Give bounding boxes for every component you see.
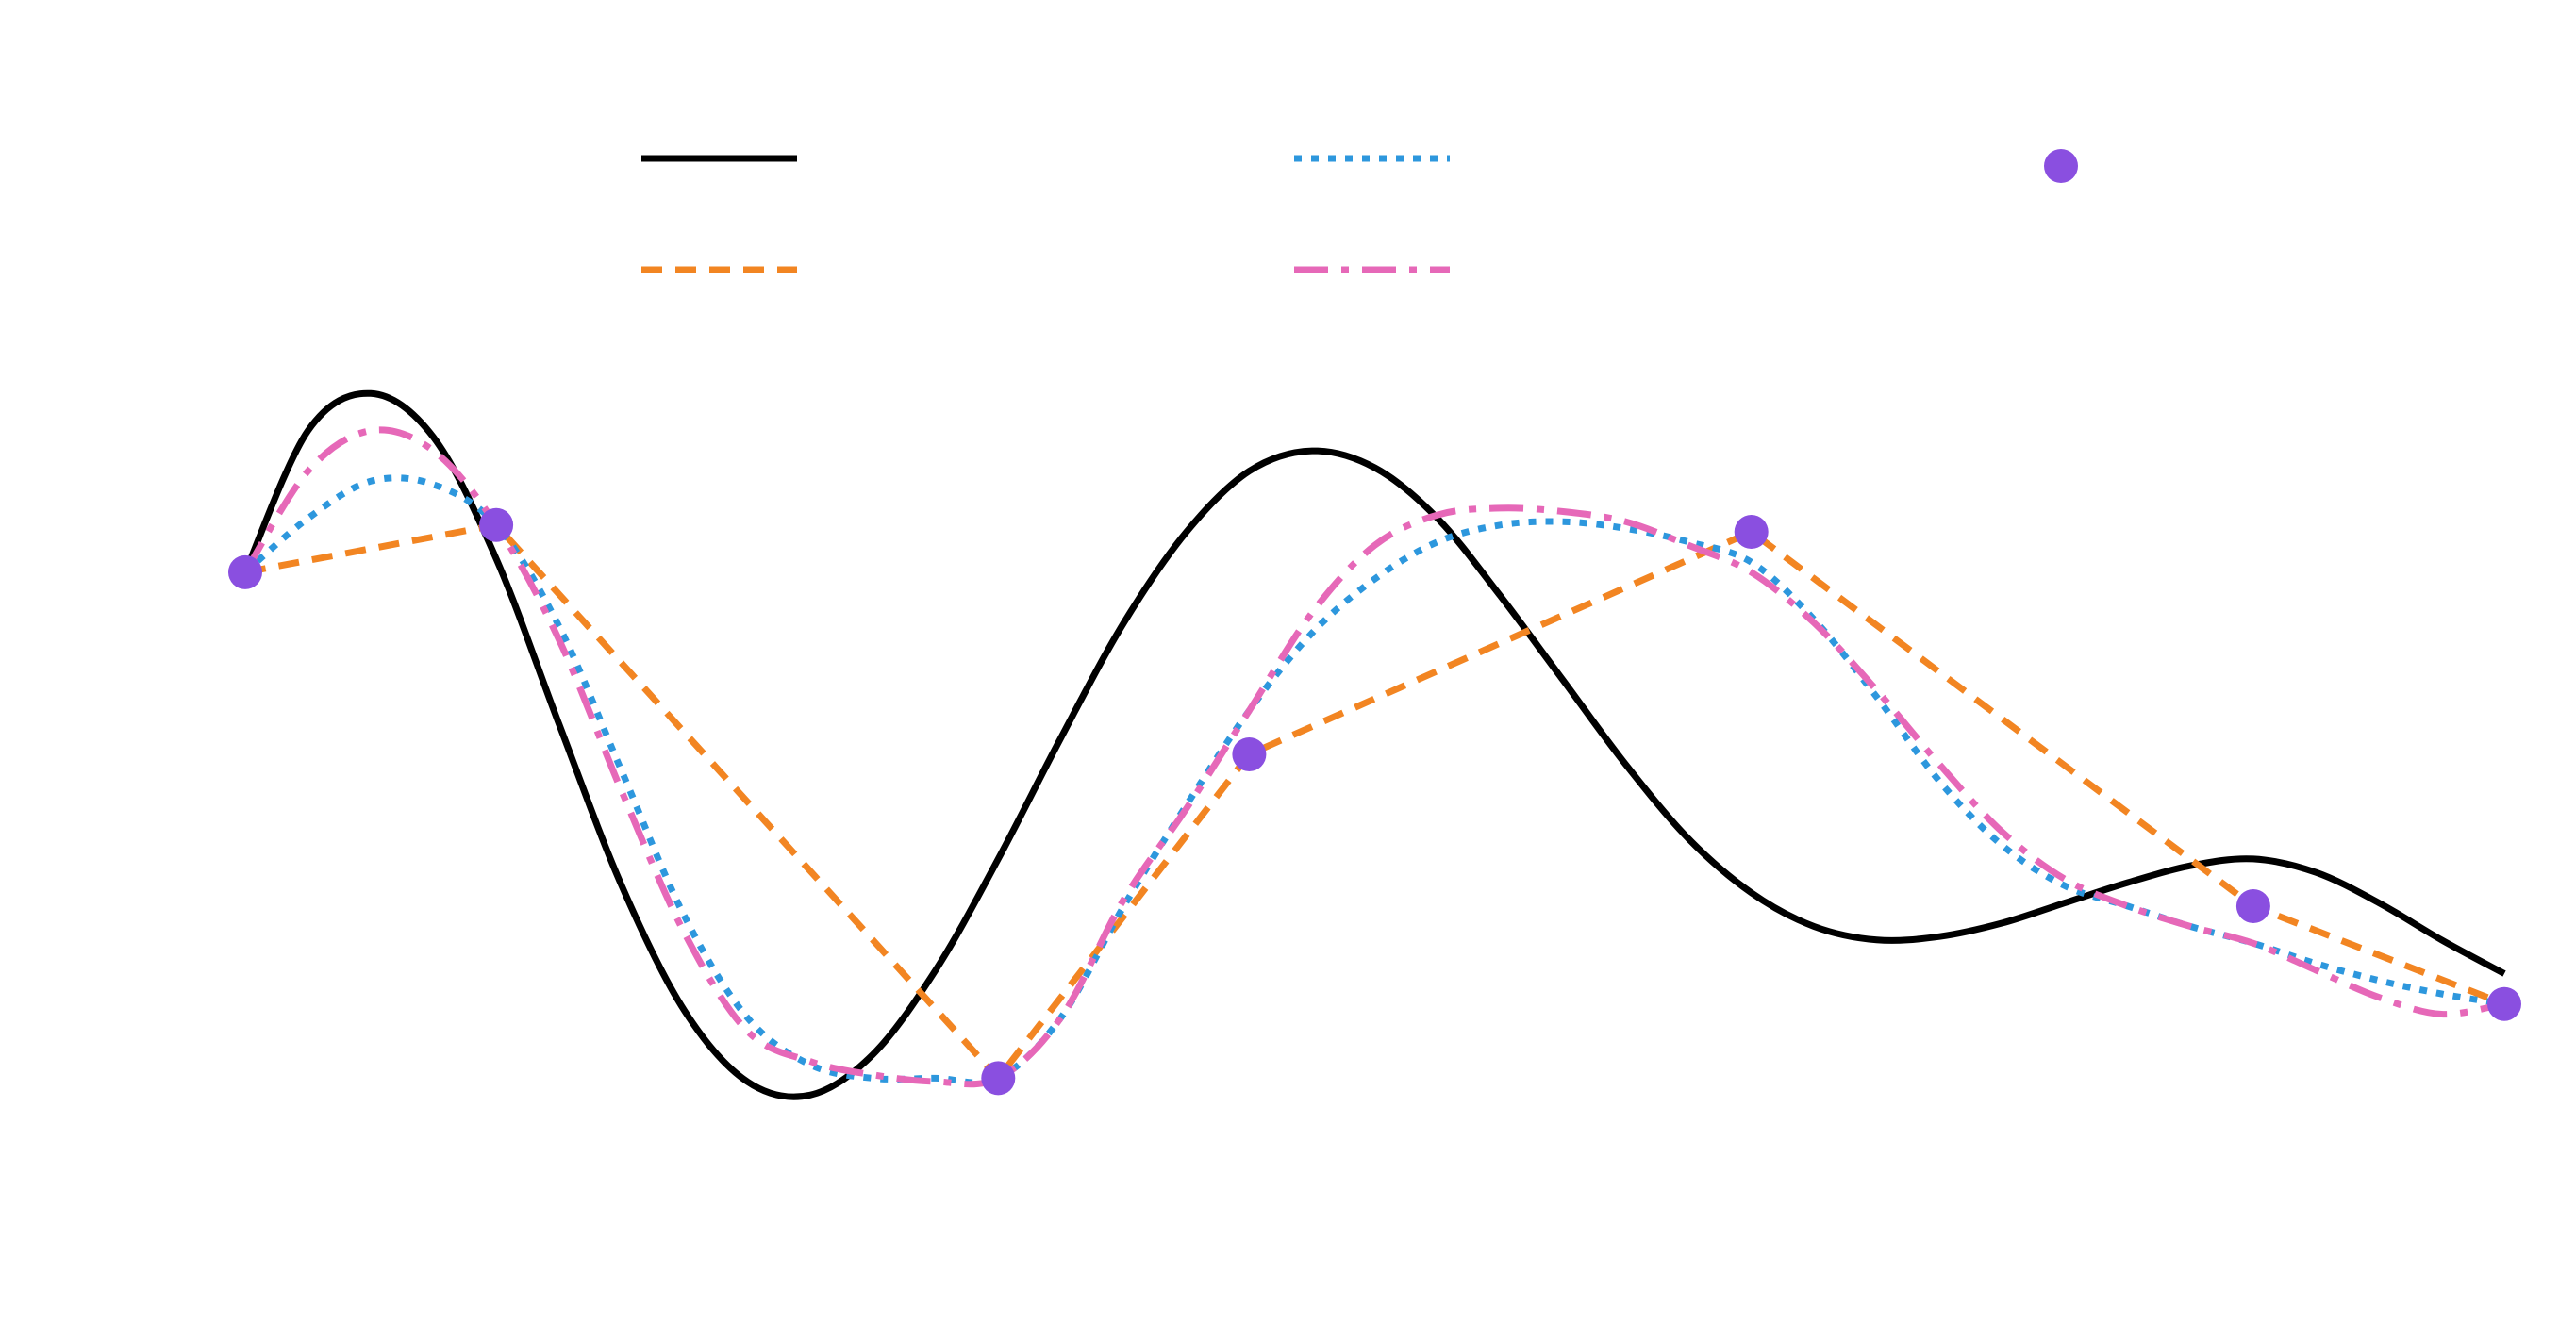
plot-area bbox=[228, 389, 2521, 1100]
data-point bbox=[981, 1061, 1016, 1096]
data-point bbox=[228, 554, 262, 589]
legend bbox=[641, 149, 2078, 273]
solid-curve bbox=[241, 389, 2506, 1100]
data-point bbox=[2487, 986, 2521, 1021]
data-point bbox=[2235, 889, 2270, 923]
dashed-curve bbox=[244, 521, 2506, 1082]
data-point bbox=[1734, 515, 1769, 549]
dotted-curve bbox=[242, 474, 2505, 1086]
data-point bbox=[479, 507, 514, 542]
legend-handle-data-points bbox=[2044, 149, 2078, 183]
dashdot-curve bbox=[242, 426, 2505, 1088]
data-point bbox=[1232, 737, 1267, 771]
